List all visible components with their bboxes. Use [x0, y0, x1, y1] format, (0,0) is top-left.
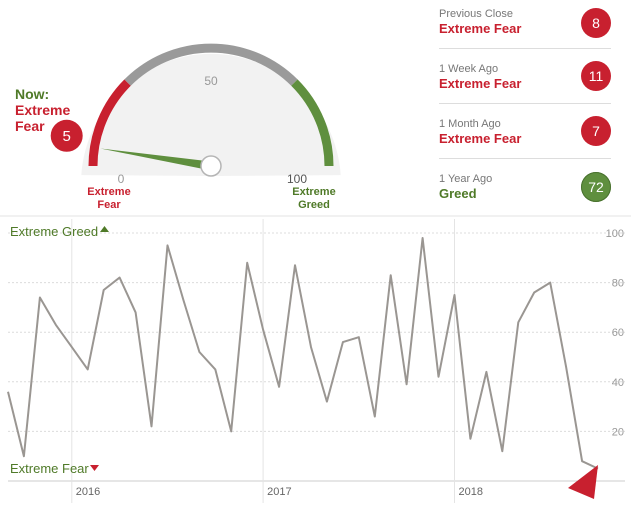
divider: [439, 48, 611, 49]
gauge-current-badge: [50, 119, 83, 152]
gauge-left-caption: Extreme Fear: [87, 186, 130, 211]
y-tick-label: 40: [612, 377, 624, 389]
history-value-label: Extreme Fear: [439, 76, 522, 91]
divider: [439, 158, 611, 159]
x-tick-label: 2017: [267, 486, 291, 498]
history-value-label: Extreme Fear: [439, 131, 522, 146]
now-indicator: Now: Extreme Fear: [15, 86, 75, 134]
extreme-fear-down-icon: [90, 465, 99, 471]
history-badge: 11: [581, 61, 611, 91]
gauge-mid-label: 50: [204, 74, 218, 88]
history-value-label: Extreme Fear: [439, 21, 522, 36]
y-tick-label: 100: [606, 228, 624, 240]
now-value-label: Extreme Fear: [15, 102, 71, 134]
gauge-background: [81, 53, 341, 177]
history-row-previous-close: Previous Close Extreme Fear: [439, 7, 619, 52]
horizontal-gridlines: [8, 232, 625, 482]
extreme-fear-label: Extreme Fear: [10, 461, 89, 476]
gauge-arc-fear: [88, 79, 131, 167]
fear-greed-history-chart: 20 40 60 80 100 2016 2017 2018 Extreme Greed E…: [0, 215, 631, 503]
gauge-min-label: 0: [118, 172, 125, 186]
history-row-1-month-ago: 1 Month Ago Extreme Fear: [439, 117, 619, 162]
history-badge: 7: [581, 116, 611, 146]
y-tick-label: 20: [612, 426, 624, 438]
history-row-1-year-ago: 1 Year Ago Greed: [439, 172, 619, 217]
gauge-current-value: 5: [63, 128, 71, 145]
gauge-hub: [200, 155, 222, 177]
extreme-greed-up-icon: [100, 226, 109, 232]
y-tick-label: 80: [612, 278, 624, 290]
x-tick-labels: 2016 2017 2018: [76, 486, 483, 498]
gauge-needle: [100, 148, 212, 171]
gauge-max-label: 100: [287, 172, 307, 186]
history-label: Previous Close: [439, 8, 513, 20]
y-tick-labels: 20 40 60 80 100: [606, 228, 624, 438]
vertical-gridlines: [71, 219, 455, 503]
history-label: 1 Year Ago: [439, 173, 493, 185]
gauge-right-caption: Extreme Greed: [292, 186, 335, 211]
x-tick-label: 2018: [459, 486, 483, 498]
history-label: 1 Week Ago: [439, 63, 499, 75]
history-value-label: Greed: [439, 186, 477, 201]
history-badge: 8: [581, 8, 611, 38]
current-position-arrow-icon: [568, 465, 598, 499]
now-label: Now:: [15, 86, 50, 102]
series-line: [7, 237, 599, 470]
y-tick-label: 60: [612, 327, 624, 339]
divider: [439, 103, 611, 104]
extreme-greed-label: Extreme Greed: [10, 224, 98, 239]
x-tick-label: 2016: [76, 486, 100, 498]
gauge-arc-greed: [291, 79, 334, 167]
fear-greed-gauge: 50 0 100 Extreme Fear Extreme Greed 5: [50, 43, 341, 211]
gauge-arc-neutral: [124, 43, 298, 86]
history-badge: 72: [581, 172, 611, 202]
history-row-1-week-ago: 1 Week Ago Extreme Fear: [439, 62, 619, 107]
history-label: 1 Month Ago: [439, 118, 501, 130]
